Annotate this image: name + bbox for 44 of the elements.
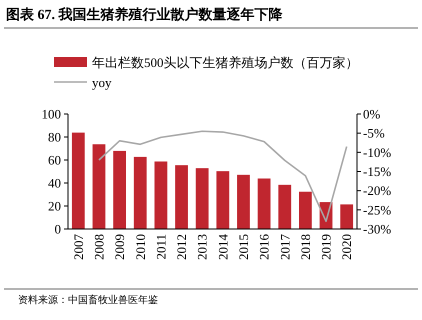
y2-tick-label: -15% [363, 164, 392, 179]
bar [72, 132, 85, 229]
y-tick-label: 20 [48, 198, 61, 214]
bar [216, 171, 230, 229]
bar [175, 165, 188, 229]
bar [196, 168, 209, 229]
y-tick-label: 60 [48, 152, 61, 168]
x-tick-label: 2010 [132, 234, 148, 260]
x-tick-label: 2008 [91, 234, 106, 260]
y2-tick-label: -25% [363, 202, 392, 218]
text: 资料来源：中国畜牧业兽医年鉴 [18, 294, 158, 306]
x-tick-label: 2020 [339, 234, 354, 260]
bar [134, 156, 147, 229]
x-tick-label: 2013 [194, 234, 210, 260]
title: 图表 67. 我国生猪养殖行业散户数量逐年下降 [6, 8, 282, 23]
x-tick-label: 2016 [256, 234, 272, 260]
y2-tick-label: -30% [363, 222, 392, 236]
x-tick-label: 2017 [277, 234, 292, 260]
y-tick-label: 40 [48, 176, 61, 190]
x-tick-label: 2009 [112, 234, 128, 260]
y2-tick-label: -5% [363, 126, 385, 141]
x-tick-label: 2019 [318, 234, 334, 260]
bar [298, 192, 312, 229]
y-tick-label: 80 [48, 130, 61, 144]
x-tick-label: 2018 [298, 234, 313, 260]
bar [340, 204, 354, 229]
y2-tick-label: 0% [363, 106, 380, 122]
bar [258, 178, 271, 229]
x-tick-label: 2011 [153, 234, 168, 260]
bar [278, 184, 292, 229]
bar [154, 161, 168, 229]
x-tick-label: 2014 [215, 234, 230, 260]
legend-label: 年出栏数500头以下生猪养殖场户数（百万家） [92, 55, 358, 70]
y2-tick-label: -10% [363, 144, 392, 160]
x-tick-label: 2012 [174, 234, 190, 260]
bar [237, 174, 250, 229]
y2-tick-label: -20% [363, 183, 392, 198]
y-tick-label: 100 [42, 106, 61, 122]
bar [113, 150, 126, 229]
x-tick-label: 2015 [236, 234, 251, 260]
legend-label: yoy [92, 75, 112, 90]
bar [92, 144, 106, 229]
x-tick-label: 2007 [70, 234, 86, 260]
y-tick-label: 0 [54, 222, 61, 236]
